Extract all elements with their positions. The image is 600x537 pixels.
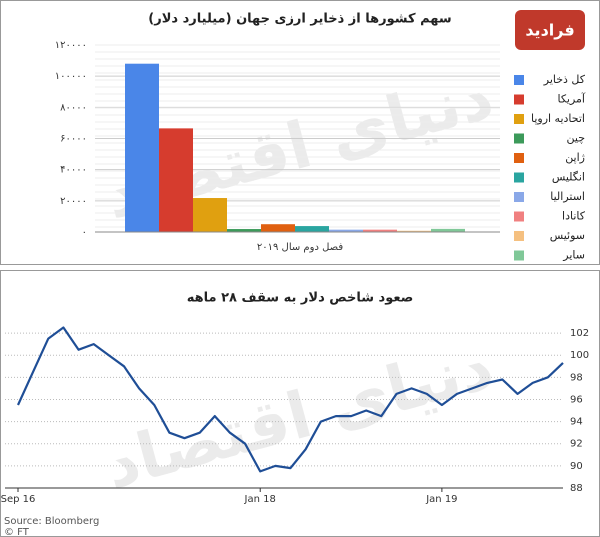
y-tick-label: 90 <box>570 461 583 472</box>
bar <box>397 230 431 232</box>
bar <box>363 229 397 232</box>
y-tick-label: 102 <box>570 328 589 339</box>
y-tick-label: 96 <box>570 394 583 405</box>
legend-label: اتحادیه اروپا <box>531 112 585 125</box>
legend-label: سایر <box>562 249 585 262</box>
legend-swatch <box>514 211 524 222</box>
source: Source: Bloomberg <box>4 516 99 527</box>
legend-label: انگلیس <box>552 171 585 184</box>
legend-swatch <box>514 231 524 241</box>
legend-swatch <box>514 192 524 202</box>
chart-title: صعود شاخص دلار به سقف ۲۸ ماهه <box>187 291 414 306</box>
bar <box>431 228 465 232</box>
bar <box>125 63 159 233</box>
legend-label: چین <box>567 132 586 145</box>
x-axis-label: فصل دوم سال ۲۰۱۹ <box>257 242 343 253</box>
line <box>16 326 564 473</box>
legend-swatch <box>514 114 524 124</box>
bar <box>329 229 363 232</box>
y-tick-label: ۲۰۰۰۰ <box>60 196 87 207</box>
x-tick-label: Jan 18 <box>244 494 276 505</box>
bar <box>261 224 295 232</box>
legend-label: ژاپن <box>565 151 585 164</box>
bottom-frame <box>0 270 600 537</box>
y-tick-label: 100 <box>570 350 589 361</box>
legend-swatch <box>514 250 524 261</box>
legend-swatch <box>514 94 524 105</box>
bar <box>193 198 227 232</box>
legend-label: کل ذخایر <box>543 73 586 86</box>
y-tick-label: 88 <box>570 483 583 494</box>
y-tick-label: 94 <box>570 417 583 428</box>
y-tick-label: ۶۰۰۰۰ <box>60 134 87 145</box>
bar <box>159 128 193 232</box>
logo-box <box>515 10 585 50</box>
y-tick-label: ۴۰۰۰۰ <box>60 165 87 176</box>
y-tick-label: ۸۰۰۰۰ <box>60 102 87 113</box>
y-tick-label: 92 <box>570 439 583 450</box>
y-tick-label: ۰ <box>82 227 87 238</box>
legend-swatch <box>514 153 524 163</box>
legend-label: سوئیس <box>550 229 585 242</box>
bar <box>295 226 329 232</box>
x-tick-label: Jan 19 <box>425 494 457 505</box>
legend-label: آمریکا <box>557 92 585 106</box>
legend-swatch <box>514 75 524 85</box>
credit: © FT <box>4 527 30 537</box>
logo: فرادید <box>525 21 574 40</box>
y-tick-label: ۱۲۰۰۰۰ <box>55 40 87 51</box>
legend-label: استرالیا <box>550 190 585 203</box>
legend-swatch <box>514 172 524 183</box>
x-tick-label: Sep 16 <box>1 494 36 505</box>
legend-swatch <box>514 133 524 144</box>
y-tick-label: 98 <box>570 372 583 383</box>
legend-label: کانادا <box>562 210 586 223</box>
y-tick-label: ۱۰۰۰۰۰ <box>55 71 87 82</box>
bar <box>227 229 261 232</box>
chart-title: سهم کشورها از ذخایر ارزی جهان (میلیارد د… <box>148 12 451 27</box>
